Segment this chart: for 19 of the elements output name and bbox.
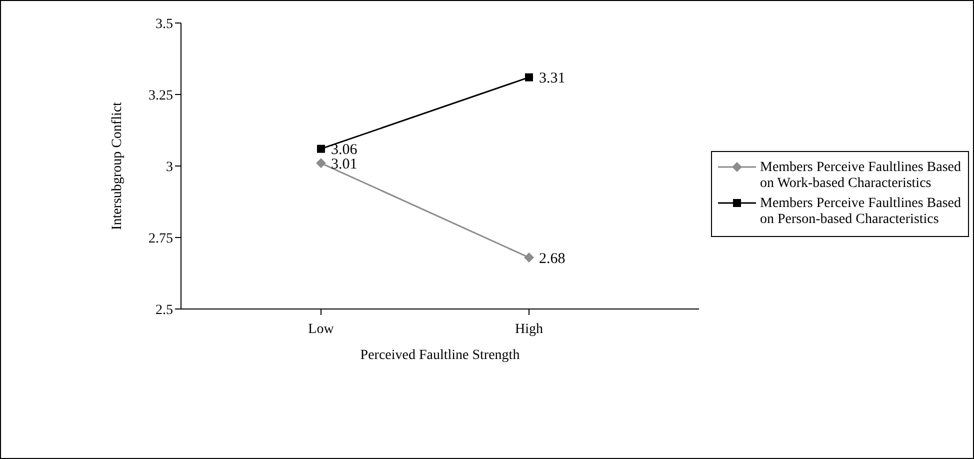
x-tick-label: High [515, 322, 543, 337]
x-axis-title: Perceived Faultline Strength [360, 348, 520, 363]
y-tick-label: 3 [166, 160, 173, 175]
point [524, 252, 534, 263]
y-tick-label: 2.75 [148, 231, 173, 246]
data-label: 3.06 [331, 142, 358, 158]
data-label: 2.68 [539, 250, 566, 267]
point [316, 158, 326, 168]
point [525, 73, 533, 82]
data-label: 3.01 [331, 156, 358, 172]
point [317, 144, 325, 153]
y-tick-label: 3.5 [156, 16, 173, 32]
legend-label: Members Perceive Faultlines Based on Person-based Characteristics [760, 196, 962, 228]
y-tick-label: 3.25 [148, 88, 173, 104]
y-tick-label: 2.5 [156, 302, 173, 318]
x-tick-label: Low [308, 322, 335, 337]
legend-label: Members Perceive Faultlines Based on Work-based Characteristics [760, 160, 962, 192]
y-axis-title: Intersubgroup Conflict [110, 102, 125, 230]
data-label: 3.31 [539, 70, 566, 87]
